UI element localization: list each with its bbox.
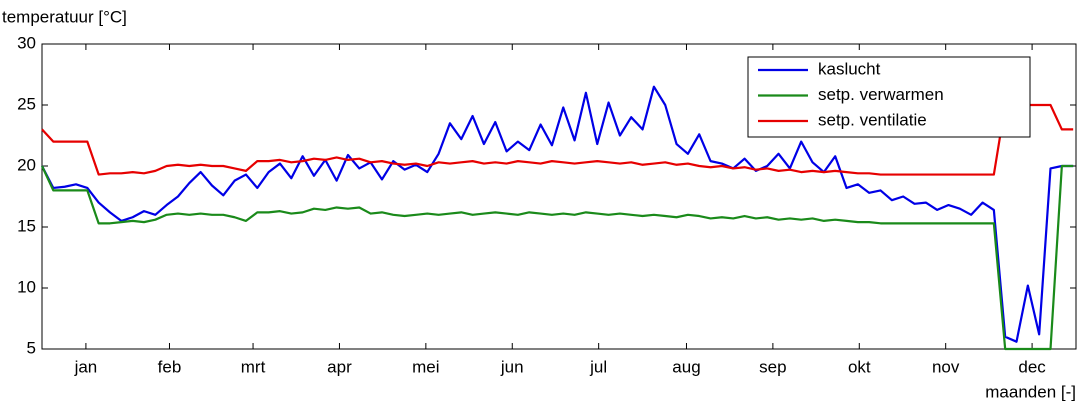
legend-label: setp. ventilatie	[818, 110, 927, 129]
y-tick-label: 30	[17, 33, 36, 52]
series-line	[41, 85, 1074, 343]
y-tick-label: 10	[17, 277, 36, 296]
x-tick-label: apr	[327, 357, 352, 376]
y-tick-label: 20	[17, 155, 36, 174]
x-tick-label: feb	[158, 357, 182, 376]
x-axis-label: maanden [-]	[985, 382, 1076, 401]
series-line	[41, 164, 1074, 351]
y-tick-label: 15	[17, 216, 36, 235]
x-tick-label: dec	[1018, 357, 1046, 376]
legend-label: setp. verwarmen	[818, 85, 944, 104]
x-tick-label: jul	[589, 357, 607, 376]
x-tick-label: nov	[932, 357, 960, 376]
series-line	[41, 103, 1074, 176]
x-tick-label: jun	[500, 357, 524, 376]
x-tick-label: jan	[74, 357, 98, 376]
x-tick-label: okt	[848, 357, 871, 376]
y-tick-label: 25	[17, 94, 36, 113]
x-tick-label: aug	[672, 357, 700, 376]
x-tick-label: sep	[759, 357, 786, 376]
y-tick-label: 5	[27, 338, 36, 357]
x-tick-label: mei	[412, 357, 439, 376]
legend-label: kaslucht	[818, 59, 881, 78]
x-tick-label: mrt	[241, 357, 266, 376]
chart-title: temperatuur [°C]	[2, 7, 127, 26]
